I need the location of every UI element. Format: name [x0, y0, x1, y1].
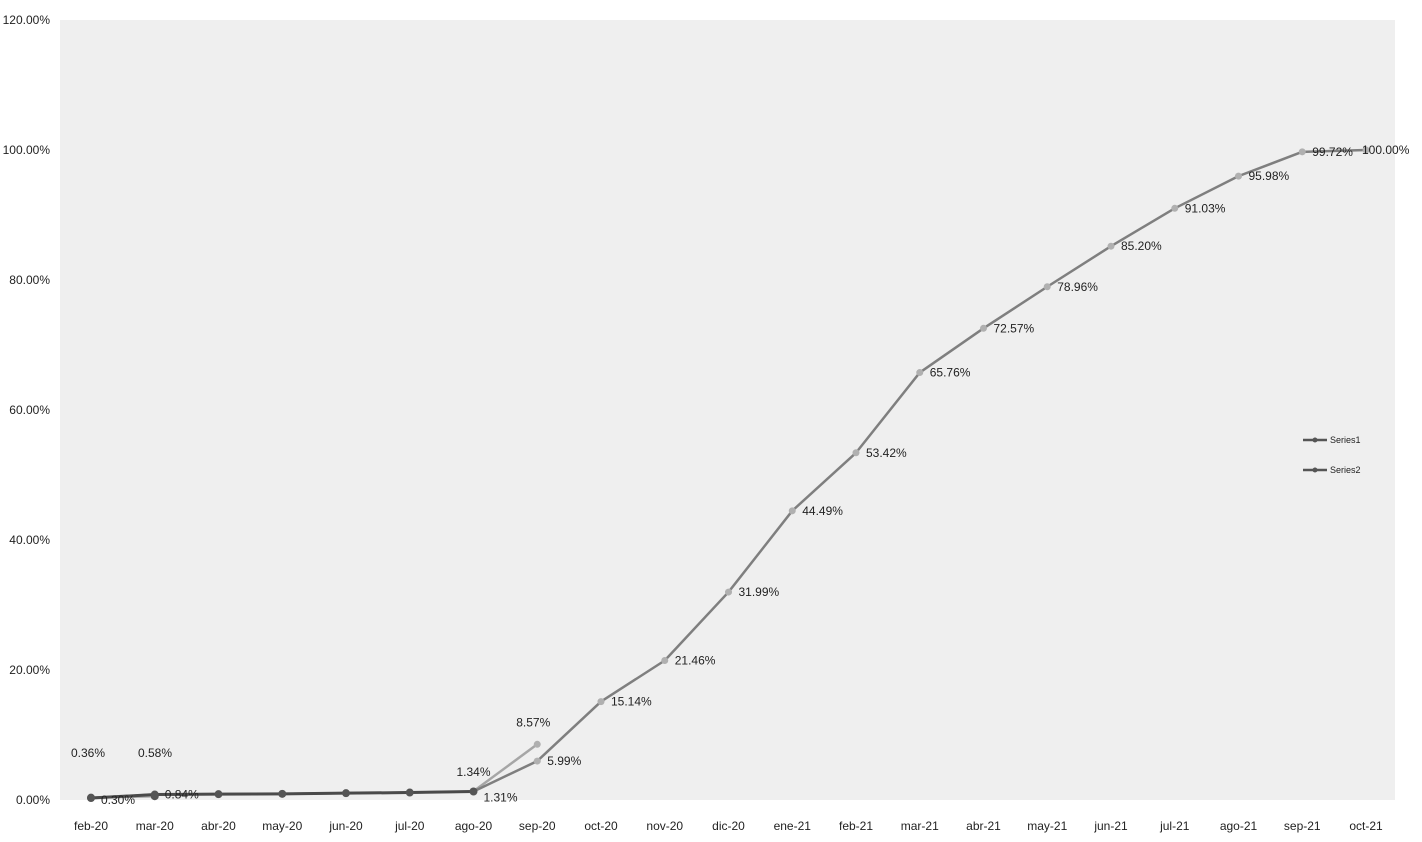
data-labels: 0.36% 0.58% 1.34% 8.57% 0.30% 0.84% 1.31% 5.99%…	[71, 143, 1410, 807]
legend-marker	[1312, 467, 1318, 473]
x-tick-label: jul-20	[394, 819, 425, 833]
y-tick-label: 0.00%	[16, 793, 50, 807]
data-label: 72.57%	[994, 321, 1035, 335]
x-tick-label: abr-21	[966, 819, 1001, 833]
x-axis: feb-20 mar-20 abr-20 may-20 jun-20 jul-20 ago-…	[74, 819, 1383, 833]
data-label: 100.00%	[1362, 143, 1410, 157]
data-label: 15.14%	[611, 695, 652, 709]
data-label: 78.96%	[1057, 280, 1098, 294]
x-tick-label: ago-20	[455, 819, 493, 833]
x-tick-label: dic-20	[712, 819, 745, 833]
data-label: 5.99%	[547, 754, 581, 768]
data-point	[405, 788, 414, 797]
y-tick-label: 60.00%	[9, 403, 50, 417]
x-tick-label: oct-21	[1349, 819, 1383, 833]
data-point	[342, 789, 350, 798]
data-point	[87, 794, 95, 803]
data-point	[916, 369, 924, 377]
data-label: 91.03%	[1185, 201, 1226, 215]
data-label: 99.72%	[1312, 145, 1353, 159]
data-point	[1043, 283, 1051, 291]
y-tick-label: 120.00%	[3, 13, 51, 27]
x-tick-label: feb-20	[74, 819, 108, 833]
x-tick-label: abr-20	[201, 819, 236, 833]
data-point	[852, 449, 860, 457]
data-label: 21.46%	[675, 654, 716, 668]
data-label: 85.20%	[1121, 239, 1162, 253]
legend-label: Series2	[1330, 465, 1361, 475]
data-label: 65.76%	[930, 366, 971, 380]
x-tick-label: jul-21	[1159, 819, 1190, 833]
data-label: 0.36%	[71, 746, 105, 760]
legend-label: Series1	[1330, 435, 1361, 445]
y-tick-label: 80.00%	[9, 273, 50, 287]
y-axis: 0.00% 20.00% 40.00% 60.00% 80.00% 100.00% 120.…	[3, 13, 51, 807]
data-label: 1.31%	[484, 790, 518, 804]
data-point	[214, 790, 223, 799]
data-points	[87, 146, 1370, 803]
data-point	[725, 588, 732, 596]
legend: Series1 Series2	[1303, 435, 1361, 475]
data-point	[150, 790, 159, 799]
data-point	[533, 757, 541, 765]
data-label: 53.42%	[866, 446, 907, 460]
data-point	[1362, 146, 1370, 154]
data-label: 0.30%	[101, 793, 135, 807]
data-label: 0.58%	[138, 746, 172, 760]
y-tick-label: 40.00%	[9, 533, 50, 547]
data-point	[661, 657, 669, 665]
x-tick-label: mar-21	[901, 819, 939, 833]
x-tick-label: sep-20	[519, 819, 556, 833]
x-tick-label: oct-20	[584, 819, 618, 833]
x-tick-label: mar-20	[136, 819, 174, 833]
x-tick-label: may-21	[1027, 819, 1067, 833]
data-point	[597, 698, 605, 706]
x-tick-label: may-20	[262, 819, 302, 833]
data-point	[980, 324, 987, 332]
x-tick-label: feb-21	[839, 819, 873, 833]
plot-area-background	[60, 20, 1395, 800]
series-line-1	[472, 743, 538, 793]
y-tick-label: 100.00%	[3, 143, 51, 157]
data-label: 44.49%	[802, 504, 843, 518]
data-label: 1.34%	[456, 765, 490, 779]
x-tick-label: ago-21	[1220, 819, 1258, 833]
legend-item: Series2	[1303, 465, 1361, 475]
data-point	[1107, 242, 1115, 250]
data-point	[1171, 204, 1179, 212]
x-tick-label: ene-21	[774, 819, 812, 833]
data-label: 0.84%	[165, 788, 199, 802]
x-tick-label: nov-20	[646, 819, 683, 833]
data-label: 31.99%	[739, 585, 780, 599]
data-point	[278, 789, 287, 798]
x-tick-label: sep-21	[1284, 819, 1321, 833]
legend-marker	[1312, 437, 1318, 443]
data-point	[788, 507, 796, 515]
data-label: 8.57%	[516, 715, 550, 729]
data-point	[1235, 172, 1242, 180]
data-point	[469, 787, 478, 796]
data-label: 95.98%	[1249, 169, 1290, 183]
x-tick-label: jun-21	[1093, 819, 1128, 833]
x-tick-label: jun-20	[328, 819, 363, 833]
data-point	[1298, 148, 1306, 156]
y-tick-label: 20.00%	[9, 663, 50, 677]
legend-item: Series1	[1303, 435, 1361, 445]
data-point	[533, 740, 541, 748]
